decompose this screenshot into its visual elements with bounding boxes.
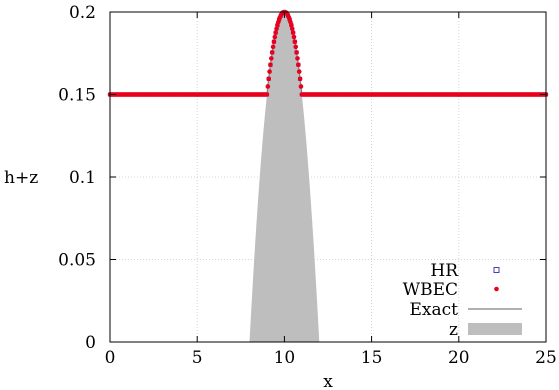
wbec-point	[268, 62, 273, 68]
wbec-point	[270, 44, 276, 50]
wbec-point	[292, 39, 298, 44]
wbec-point	[294, 50, 299, 55]
wbec-point	[271, 39, 277, 44]
grid-lines	[110, 12, 546, 342]
x-tick-label: 10	[274, 348, 296, 368]
y-tick-label: 0	[85, 333, 96, 353]
x-tick-label: 25	[535, 348, 557, 368]
legend-label-z: z	[449, 320, 458, 340]
x-tick-label: 15	[361, 348, 383, 368]
legend-label-wbec: WBEC	[403, 280, 458, 300]
wbec-point	[296, 62, 301, 68]
y-axis-label: h+z	[4, 168, 38, 188]
wbec-point	[297, 76, 303, 82]
wbec-point	[289, 22, 294, 28]
wbec-point	[272, 34, 278, 40]
legend-symbol-wbec	[494, 286, 499, 292]
legend-symbol-z	[468, 323, 522, 335]
x-tick-label: 0	[105, 348, 116, 368]
exact-line	[110, 11, 546, 96]
bottom-topography-area	[249, 12, 320, 342]
y-tick-label: 0.2	[69, 3, 96, 23]
x-tick-label: 5	[192, 348, 203, 368]
legend-label-exact: Exact	[410, 300, 459, 320]
y-tick-label: 0.05	[58, 251, 96, 271]
wbec-point	[290, 30, 296, 35]
plot-frame	[109, 11, 547, 343]
y-tick-label: 0.15	[58, 86, 96, 106]
y-tick-label: 0.1	[69, 168, 96, 188]
wbec-point	[295, 56, 300, 61]
x-tick-label: 20	[448, 348, 470, 368]
axis-ticks: 0 5 10 15 20 25 0 0.05 0.1 0.15 0.2	[58, 3, 557, 368]
wbec-point	[269, 56, 274, 61]
wbec-point	[264, 92, 270, 97]
wbec-point	[266, 76, 272, 82]
wbec-point	[291, 34, 297, 40]
wbec-point	[273, 30, 278, 35]
legend-symbol-hr	[493, 267, 500, 273]
wbec-point	[296, 69, 302, 74]
x-axis-label: x	[323, 372, 333, 390]
topography-fill	[249, 12, 320, 342]
wbec-point	[298, 84, 304, 89]
wbec-point	[267, 69, 272, 74]
legend-label-hr: HR	[430, 261, 459, 281]
wbec-point	[293, 44, 299, 50]
wbec-point	[269, 50, 275, 55]
wbec-point	[289, 26, 295, 32]
wbec-point	[265, 84, 271, 89]
series-exact	[110, 11, 546, 96]
series-hr	[108, 9, 549, 97]
series-wbec	[107, 9, 549, 97]
wbec-point	[274, 26, 279, 32]
